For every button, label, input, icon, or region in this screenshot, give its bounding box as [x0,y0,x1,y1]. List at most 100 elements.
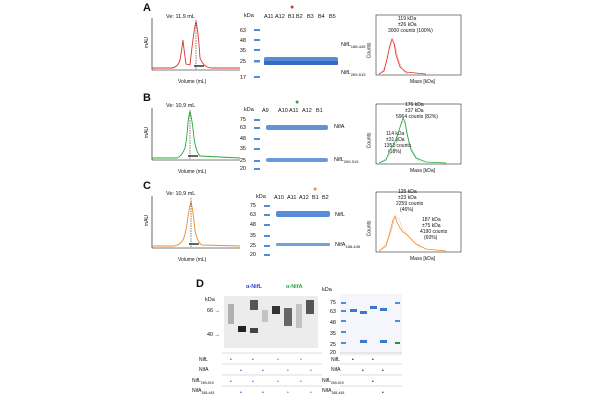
chrom-b-plot [151,108,241,161]
svg-text:•: • [230,379,232,385]
gel-c-marker-48: 48 [249,222,256,228]
gel-a-marker-35: 35 [239,48,246,54]
gel-a-marker-17: 17 [239,75,246,81]
sds-marker-48: 48 [329,320,336,326]
gel-a-marker-48: 48 [239,38,246,44]
gel-a-image [252,21,340,85]
chrom-a-ylabel: mAU [144,36,151,49]
gel-a-band-nifl188: NifL188-445 [341,42,366,50]
western-anti-nifl: α-NifL [246,284,262,290]
mp-c-annot1-2: 2259 counts [396,201,424,207]
western-kda-title: kDa [205,297,215,303]
gel-c-lane-a11: A11 [287,195,297,201]
gel-a-band-nifl269: NifL269-519 [341,70,366,78]
mp-c-annot1-1: ±23 kDa [398,195,417,201]
panel-letter-c: C [143,180,151,192]
western-marker-40: 40 → [207,332,221,338]
mp-c-ylabel: Counts [366,220,373,237]
svg-text:•: • [310,368,312,374]
chrom-c-ve-label: Ve: 10.9 mL [166,191,196,197]
panel-letter-b: B [143,92,151,104]
chrom-c-xlabel: Volume (mL) [178,257,207,263]
gel-c-marker-63: 63 [249,212,256,218]
sds-row-label-nifa: NifA [331,367,341,373]
mp-b-xlabel: Mass [kDa] [410,168,436,174]
svg-text:•: • [230,357,232,363]
gel-a-marker-25: 25 [239,59,246,65]
svg-text:•: • [240,368,242,374]
gel-a-lane-b1: B1 [288,14,295,20]
western-blot-image [224,296,318,348]
svg-text:•: • [287,368,289,374]
mp-c-histogram [378,214,447,252]
western-grid: • • • • • • • • • • • • • • • • [222,352,322,396]
gel-c-lane-a12: A12 [299,195,309,201]
mp-b-annot1-1: ±37 kDa [405,108,424,114]
svg-text:•: • [252,379,254,385]
chrom-c-trace [152,200,241,247]
gel-b-marker-63: 63 [239,125,246,131]
gel-a-lane-b3: B3 [307,14,314,20]
sds-row-label-nifl269: NifL269-519 [322,378,344,385]
gel-c-marker-25: 25 [249,243,256,249]
svg-text:•: • [352,357,354,363]
gel-b-band-nifl269: NifL269-519 [334,157,359,165]
mp-a-annot-2: 3000 counts (100%) [388,28,433,34]
gel-c-band-nifa188: NifA188-445 [335,242,361,250]
svg-text:•: • [300,379,302,385]
gel-c-lane-b2: B2 [322,195,329,201]
mp-b-annot2-3: (18%) [388,149,402,155]
mp-b-annot1-0: 176 kDa [405,102,424,108]
mp-b-annot1-2: 5964 counts (82%) [396,114,438,120]
mp-a-annot-0: 119 kDa [398,16,417,22]
gel-b-marker-48: 48 [239,136,246,142]
gel-b-marker-25: 25 [239,158,246,164]
svg-text:•: • [310,390,312,396]
mp-c-annot2-3: (60%) [424,235,438,241]
mp-a-plot [375,14,462,76]
gel-c-band-nifl: NifL [335,212,345,218]
svg-text:•: • [287,390,289,396]
sds-marker-25: 25 [329,342,336,348]
western-marker-66: 66 → [207,308,221,314]
chrom-b-trace [152,110,241,159]
mp-c-xlabel: Mass [kDa] [410,256,436,262]
gel-c-lane-b1: B1 [312,195,319,201]
svg-text:•: • [262,390,264,396]
gel-b-lane-a10: A10 [278,108,288,114]
mp-c-annot2-2: 4190 counts [420,229,448,235]
panel-letter-d: D [196,278,204,290]
mp-c-annot2-1: ±75 kDa [422,223,441,229]
mp-a-xlabel: Mass [kDa] [410,79,436,85]
mp-b-fit [378,121,421,164]
mp-a-annot-1: ±26 kDa [398,22,417,28]
gel-b-marker-35: 35 [239,146,246,152]
sds-marker-75: 75 [329,300,336,306]
gel-a-lane-a11: A11 [264,14,274,20]
svg-text:•: • [372,357,374,363]
mp-b-histogram [378,116,447,164]
gel-c-marker-35: 35 [249,233,256,239]
gel-c-lane-a10: A10 [274,195,284,201]
mp-c-plot [375,191,462,253]
gel-c-marker-75: 75 [249,203,256,209]
gel-a-lane-b4: B4 [318,14,325,20]
gel-c-kda-title: kDa [256,194,266,200]
sds-marker-63: 63 [329,309,336,315]
sds-gel-image [340,294,402,356]
svg-text:•: • [300,357,302,363]
chrom-c-plot [151,196,241,249]
gel-b-lane-a12: A12 [302,108,312,114]
sds-grid: • • • • • • [340,352,402,396]
panel-letter-a: A [143,2,151,14]
mp-b-plot [375,103,462,165]
mp-b-annot2-2: 1352 counts [384,143,412,149]
gel-c-image [264,205,330,256]
grid-row-label-nifl: NifL [199,357,208,363]
gel-c-marker-20: 20 [249,252,256,258]
gel-b-marker-20: 20 [239,166,246,172]
sds-marker-20: 20 [329,350,336,356]
gel-b-star: ● [295,99,300,106]
gel-b-lane-b1: B1 [316,108,323,114]
chrom-c-ylabel: mAU [144,214,151,227]
